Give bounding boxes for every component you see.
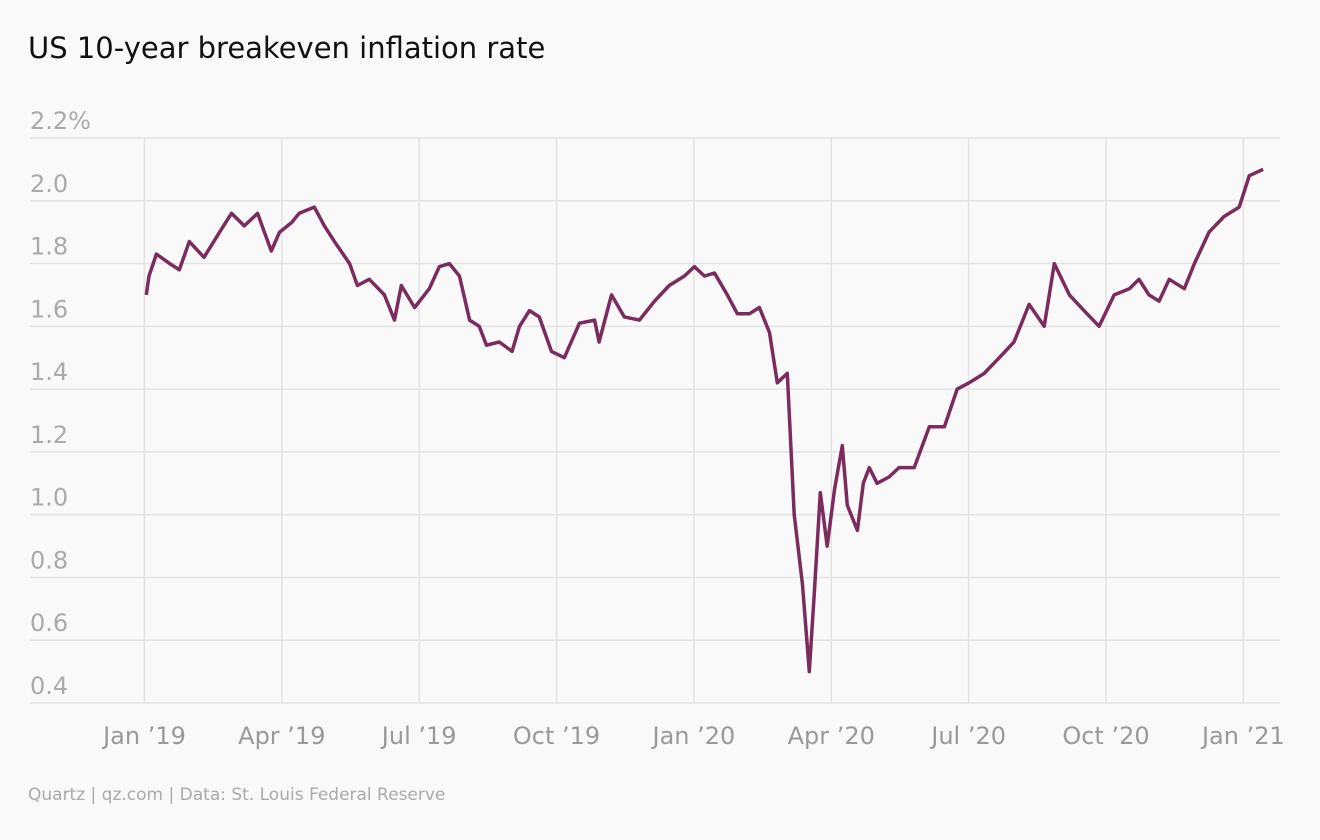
x-tick-label: Jul ’20 xyxy=(929,722,1006,750)
y-tick-label: 1.2 xyxy=(30,421,68,449)
x-tick-label: Oct ’19 xyxy=(513,722,600,750)
x-tick-label: Jan ’21 xyxy=(1200,722,1285,750)
y-tick-label: 0.4 xyxy=(30,672,68,700)
y-tick-label: 1.6 xyxy=(30,295,68,323)
chart-title: US 10-year breakeven inflation rate xyxy=(28,31,545,65)
x-tick-label: Oct ’20 xyxy=(1062,722,1149,750)
x-tick-label: Jan ’19 xyxy=(101,722,186,750)
x-tick-label: Jul ’19 xyxy=(380,722,457,750)
y-tick-label: 2.2% xyxy=(30,107,91,135)
source: Quartz | qz.com | Data: St. Louis Federa… xyxy=(28,785,445,805)
y-tick-label: 1.4 xyxy=(30,358,68,386)
data-line xyxy=(144,167,1264,674)
y-tick-label: 1.0 xyxy=(30,484,68,512)
x-tick-label: Apr ’20 xyxy=(788,722,875,750)
y-tick-label: 1.8 xyxy=(30,233,68,261)
x-tick-label: Jan ’20 xyxy=(651,722,736,750)
y-tick-label: 0.6 xyxy=(30,609,68,637)
y-tick-label: 0.8 xyxy=(30,546,68,574)
x-tick-label: Apr ’19 xyxy=(238,722,325,750)
y-tick-label: 2.0 xyxy=(30,170,68,198)
